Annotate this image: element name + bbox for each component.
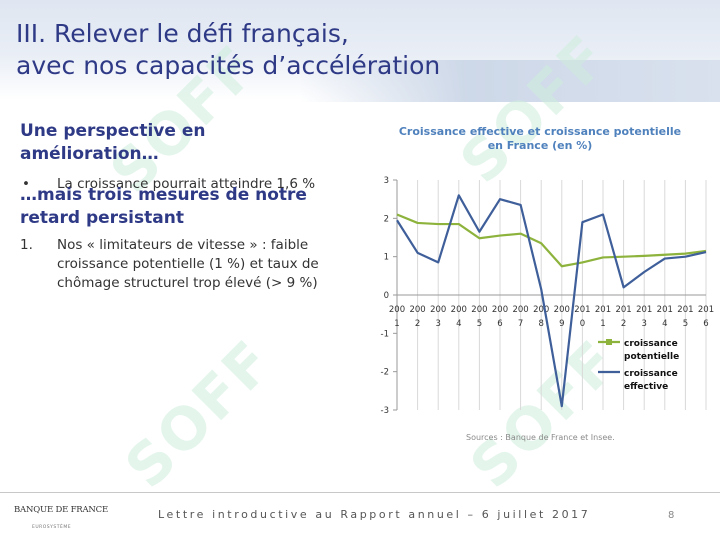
chart-title: Croissance effective et croissance poten… <box>390 125 690 153</box>
x-tick-label-top: 201 <box>698 305 714 315</box>
bullet-text: La croissance pourrait atteindre 1,6 % <box>57 176 316 192</box>
x-tick-label-top: 200 <box>533 305 549 315</box>
legend-label-line1: croissance <box>624 339 678 349</box>
section1-heading: Une perspective en amélioration… <box>20 120 350 166</box>
x-tick-label-bottom: 3 <box>435 319 440 329</box>
x-tick-label-top: 201 <box>657 305 673 315</box>
section1-heading-line2: amélioration… <box>20 144 159 164</box>
x-tick-label-bottom: 6 <box>497 319 502 329</box>
x-tick-label-bottom: 2 <box>621 319 626 329</box>
x-tick-label-top: 200 <box>512 305 528 315</box>
y-tick-label: 2 <box>384 214 389 224</box>
x-tick-label-bottom: 6 <box>703 319 708 329</box>
watermark: SOFF <box>112 327 286 501</box>
x-tick-label-top: 200 <box>492 305 508 315</box>
slide-title-line2: avec nos capacités d’accélération <box>16 51 441 80</box>
x-tick-label-bottom: 5 <box>477 319 482 329</box>
y-tick-label: 3 <box>384 176 389 186</box>
x-tick-label-top: 201 <box>615 305 631 315</box>
series-line-potential <box>396 213 707 268</box>
y-tick-label: -2 <box>381 368 389 378</box>
x-tick-label-top: 200 <box>554 305 570 315</box>
x-tick-label-top: 201 <box>574 305 590 315</box>
chart-title-line2: en France (en %) <box>487 139 593 152</box>
x-tick-label-bottom: 1 <box>600 319 605 329</box>
logo-subtext: EUROSYSTÈME <box>32 525 72 530</box>
x-tick-label-bottom: 1 <box>394 319 399 329</box>
x-tick-label-top: 201 <box>595 305 611 315</box>
x-tick-label-bottom: 4 <box>456 319 461 329</box>
y-tick-label: -1 <box>381 329 389 339</box>
legend-label-line1: croissance <box>624 369 678 379</box>
section2-heading: …mais trois mesures de notre retard pers… <box>20 184 350 230</box>
section1-heading-line1: Une perspective en <box>20 121 206 141</box>
x-tick-label-bottom: 4 <box>662 319 667 329</box>
x-tick-label-top: 201 <box>636 305 652 315</box>
bank-logo: BANQUE DE FRANCE EUROSYSTÈME <box>14 505 108 530</box>
legend-label-line2: effective <box>624 382 668 392</box>
line-chart: 3210-1-2-3200120022003200420052006200720… <box>381 176 715 416</box>
y-tick-label: -3 <box>381 406 389 416</box>
x-tick-label-top: 201 <box>677 305 693 315</box>
page-number: 8 <box>668 510 675 521</box>
x-tick-label-bottom: 5 <box>683 319 688 329</box>
chart-source: Sources : Banque de France et Insee. <box>466 433 615 442</box>
legend-label-line2: potentielle <box>624 352 679 362</box>
x-tick-label-bottom: 8 <box>538 319 543 329</box>
logo-text: BANQUE DE FRANCE <box>14 505 108 515</box>
section2-heading-line1: …mais trois mesures de notre <box>20 185 307 205</box>
bullet-marker: • <box>22 176 30 192</box>
x-tick-label-bottom: 3 <box>641 319 646 329</box>
x-tick-label-bottom: 0 <box>580 319 585 329</box>
x-tick-label-top: 200 <box>471 305 487 315</box>
footer-text: Lettre introductive au Rapport annuel – … <box>158 508 591 521</box>
section2-heading-line2: retard persistant <box>20 208 184 228</box>
x-tick-label-bottom: 9 <box>559 319 564 329</box>
x-tick-label-top: 200 <box>389 305 405 315</box>
footer-divider <box>0 492 720 493</box>
y-tick-label: 0 <box>384 291 389 301</box>
item-number: 1. <box>20 237 33 253</box>
x-tick-label-top: 200 <box>409 305 425 315</box>
y-tick-label: 1 <box>384 253 389 263</box>
slide-title-line1: III. Relever le défi français, <box>16 19 349 48</box>
x-tick-label-top: 200 <box>451 305 467 315</box>
chart-title-line1: Croissance effective et croissance poten… <box>398 125 682 138</box>
legend-marker <box>606 339 612 345</box>
header-band <box>0 0 720 102</box>
slide-title: III. Relever le défi français, avec nos … <box>16 18 576 82</box>
x-tick-label-bottom: 7 <box>518 319 523 329</box>
series-line-effective <box>396 194 707 408</box>
item-text: Nos « limitateurs de vitesse » : faible … <box>57 237 319 291</box>
x-tick-label-bottom: 2 <box>415 319 420 329</box>
watermark-text: SOFF <box>112 326 287 502</box>
x-tick-label-top: 200 <box>430 305 446 315</box>
